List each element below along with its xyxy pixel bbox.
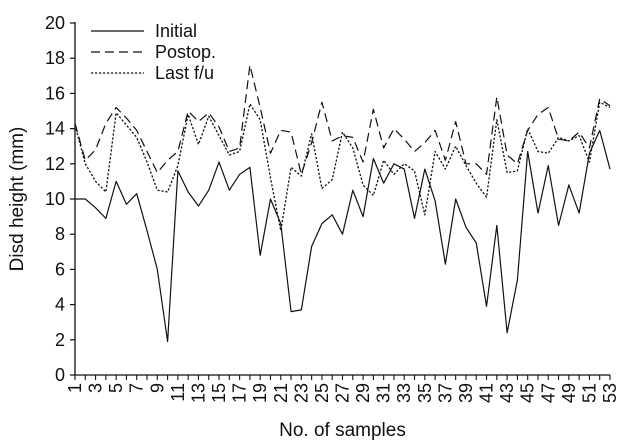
legend-label: Initial (155, 21, 197, 41)
x-tick-label: 7 (127, 383, 147, 393)
x-tick-label: 43 (497, 383, 517, 403)
x-tick-label: 21 (271, 383, 291, 403)
x-tick-label: 49 (559, 383, 579, 403)
x-tick-label: 19 (250, 383, 270, 403)
x-tick-label: 41 (477, 383, 497, 403)
x-axis-title: No. of samples (279, 420, 406, 441)
x-tick-label: 37 (435, 383, 455, 403)
y-tick-label: 20 (45, 13, 65, 33)
x-tick-label: 33 (394, 383, 414, 403)
x-tick-label: 3 (86, 383, 106, 393)
x-tick-label: 53 (600, 383, 618, 403)
y-tick-label: 18 (45, 48, 65, 68)
y-tick-label: 14 (45, 119, 65, 139)
x-tick-label: 31 (374, 383, 394, 403)
x-tick-label: 13 (188, 383, 208, 403)
x-tick-label: 39 (456, 383, 476, 403)
x-tick-label: 47 (538, 383, 558, 403)
x-tick-label: 25 (312, 383, 332, 403)
x-tick-label: 29 (353, 383, 373, 403)
series-line-postop (74, 64, 611, 175)
legend-label: Last f/u (155, 63, 214, 83)
series-line-initial (75, 129, 611, 343)
legend-label: Postop. (155, 42, 216, 62)
y-tick-label: 16 (45, 83, 65, 103)
x-tick-label: 23 (291, 383, 311, 403)
x-tick-label: 27 (333, 383, 353, 403)
x-tick-label: 15 (209, 383, 229, 403)
y-tick-label: 2 (55, 330, 65, 350)
x-tick-label: 1 (65, 383, 85, 393)
y-tick-label: 0 (55, 365, 65, 385)
x-tick-label: 11 (168, 383, 188, 402)
x-tick-label: 51 (579, 383, 599, 403)
x-tick-label: 9 (147, 383, 167, 393)
x-tick-label: 5 (106, 383, 126, 393)
series-layer (74, 64, 611, 343)
x-tick-label: 45 (518, 383, 538, 403)
x-tick-label: 17 (230, 383, 250, 403)
y-tick-label: 6 (55, 259, 65, 279)
y-tick-label: 4 (55, 295, 65, 315)
x-tick-label: 35 (415, 383, 435, 403)
y-tick-label: 10 (45, 189, 65, 209)
y-axis-title: Disd height (mm) (7, 127, 28, 272)
y-tick-label: 12 (45, 154, 65, 174)
y-tick-label: 8 (55, 224, 65, 244)
